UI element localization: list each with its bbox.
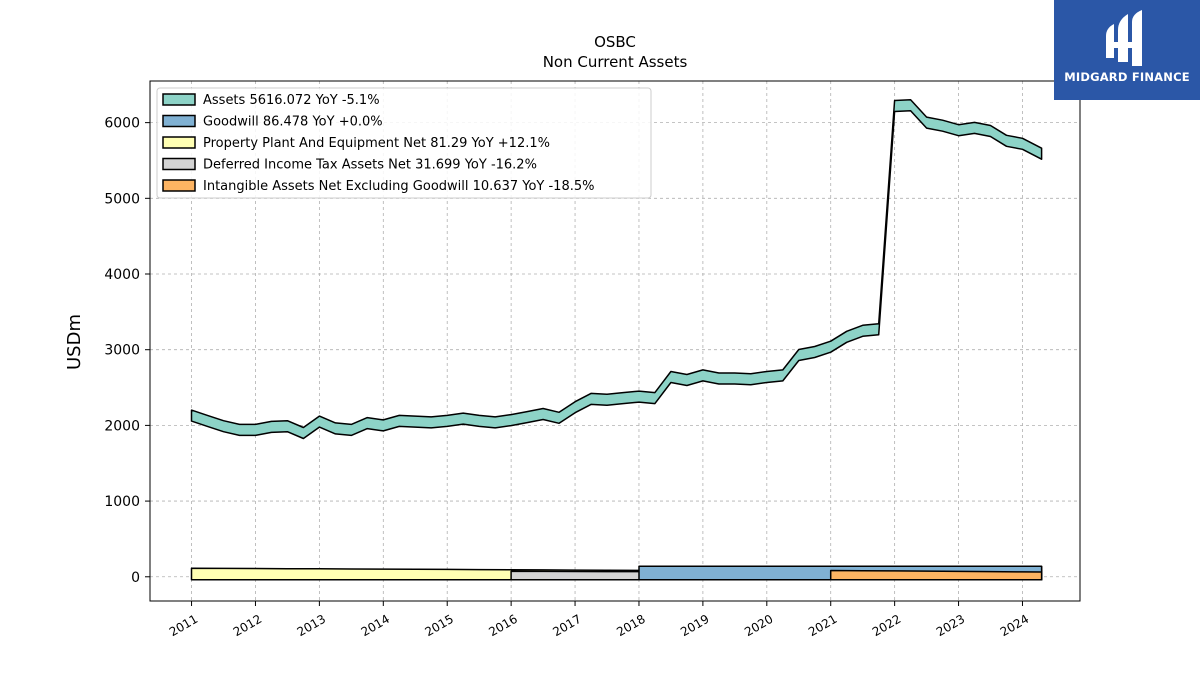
y-tick-label: 3000	[104, 343, 140, 359]
legend-entry-label: Assets 5616.072 YoY -5.1%	[203, 93, 380, 108]
legend-swatch	[162, 136, 196, 149]
y-tick-label: 2000	[104, 418, 140, 434]
legend-swatch	[162, 179, 196, 192]
legend-entry-label: Goodwill 86.478 YoY +0.0%	[203, 115, 383, 130]
x-tick-label: 2013	[295, 612, 328, 639]
x-tick-label: 2016	[486, 612, 519, 639]
legend-entry-label: Property Plant And Equipment Net 81.29 Y…	[203, 136, 550, 151]
x-tick-label: 2017	[550, 612, 583, 639]
x-tick-label: 2014	[359, 612, 392, 639]
brand-logo-icon	[1106, 10, 1142, 66]
x-tick-label: 2021	[806, 612, 839, 639]
legend-entry-label: Intangible Assets Net Excluding Goodwill…	[203, 179, 594, 194]
y-tick-label: 1000	[104, 494, 140, 510]
series-areas	[190, 98, 1043, 581]
x-tick-label: 2024	[998, 612, 1031, 639]
legend-swatch	[162, 157, 196, 171]
legend-swatch	[162, 114, 196, 128]
chart-title: OSBC	[594, 33, 636, 51]
x-tick-label: 2011	[167, 612, 200, 639]
brand-name: MIDGARD FINANCE	[1064, 70, 1190, 84]
y-axis-label: USDm	[64, 314, 85, 370]
legend: Assets 5616.072 YoY -5.1% Goodwill 86.478…	[156, 87, 652, 199]
series-area-intangible-assets-net-excluding-goodwill	[829, 569, 1043, 581]
y-tick-label: 5000	[104, 191, 140, 207]
x-tick-label: 2022	[870, 612, 903, 639]
legend-swatch	[162, 93, 196, 106]
legend-entry-label: Deferred Income Tax Assets Net 31.699 Yo…	[203, 158, 537, 173]
x-tick-label: 2019	[678, 612, 711, 639]
series-area-assets	[190, 98, 1043, 440]
axes	[149, 80, 1081, 602]
legend-frame	[156, 87, 652, 199]
x-tick-label: 2012	[231, 612, 264, 639]
brand-logo: MIDGARD FINANCE	[1054, 0, 1200, 100]
y-tick-label: 6000	[104, 116, 140, 132]
y-tick-label: 0	[131, 570, 140, 586]
chart-subtitle: Non Current Assets	[543, 53, 688, 71]
x-tick-label: 2023	[934, 612, 967, 639]
y-tick-label: 4000	[104, 267, 140, 283]
x-tick-label: 2018	[614, 612, 647, 639]
x-tick-label: 2015	[422, 612, 455, 639]
plot-frame	[149, 80, 1081, 602]
x-tick-label: 2020	[742, 612, 775, 639]
